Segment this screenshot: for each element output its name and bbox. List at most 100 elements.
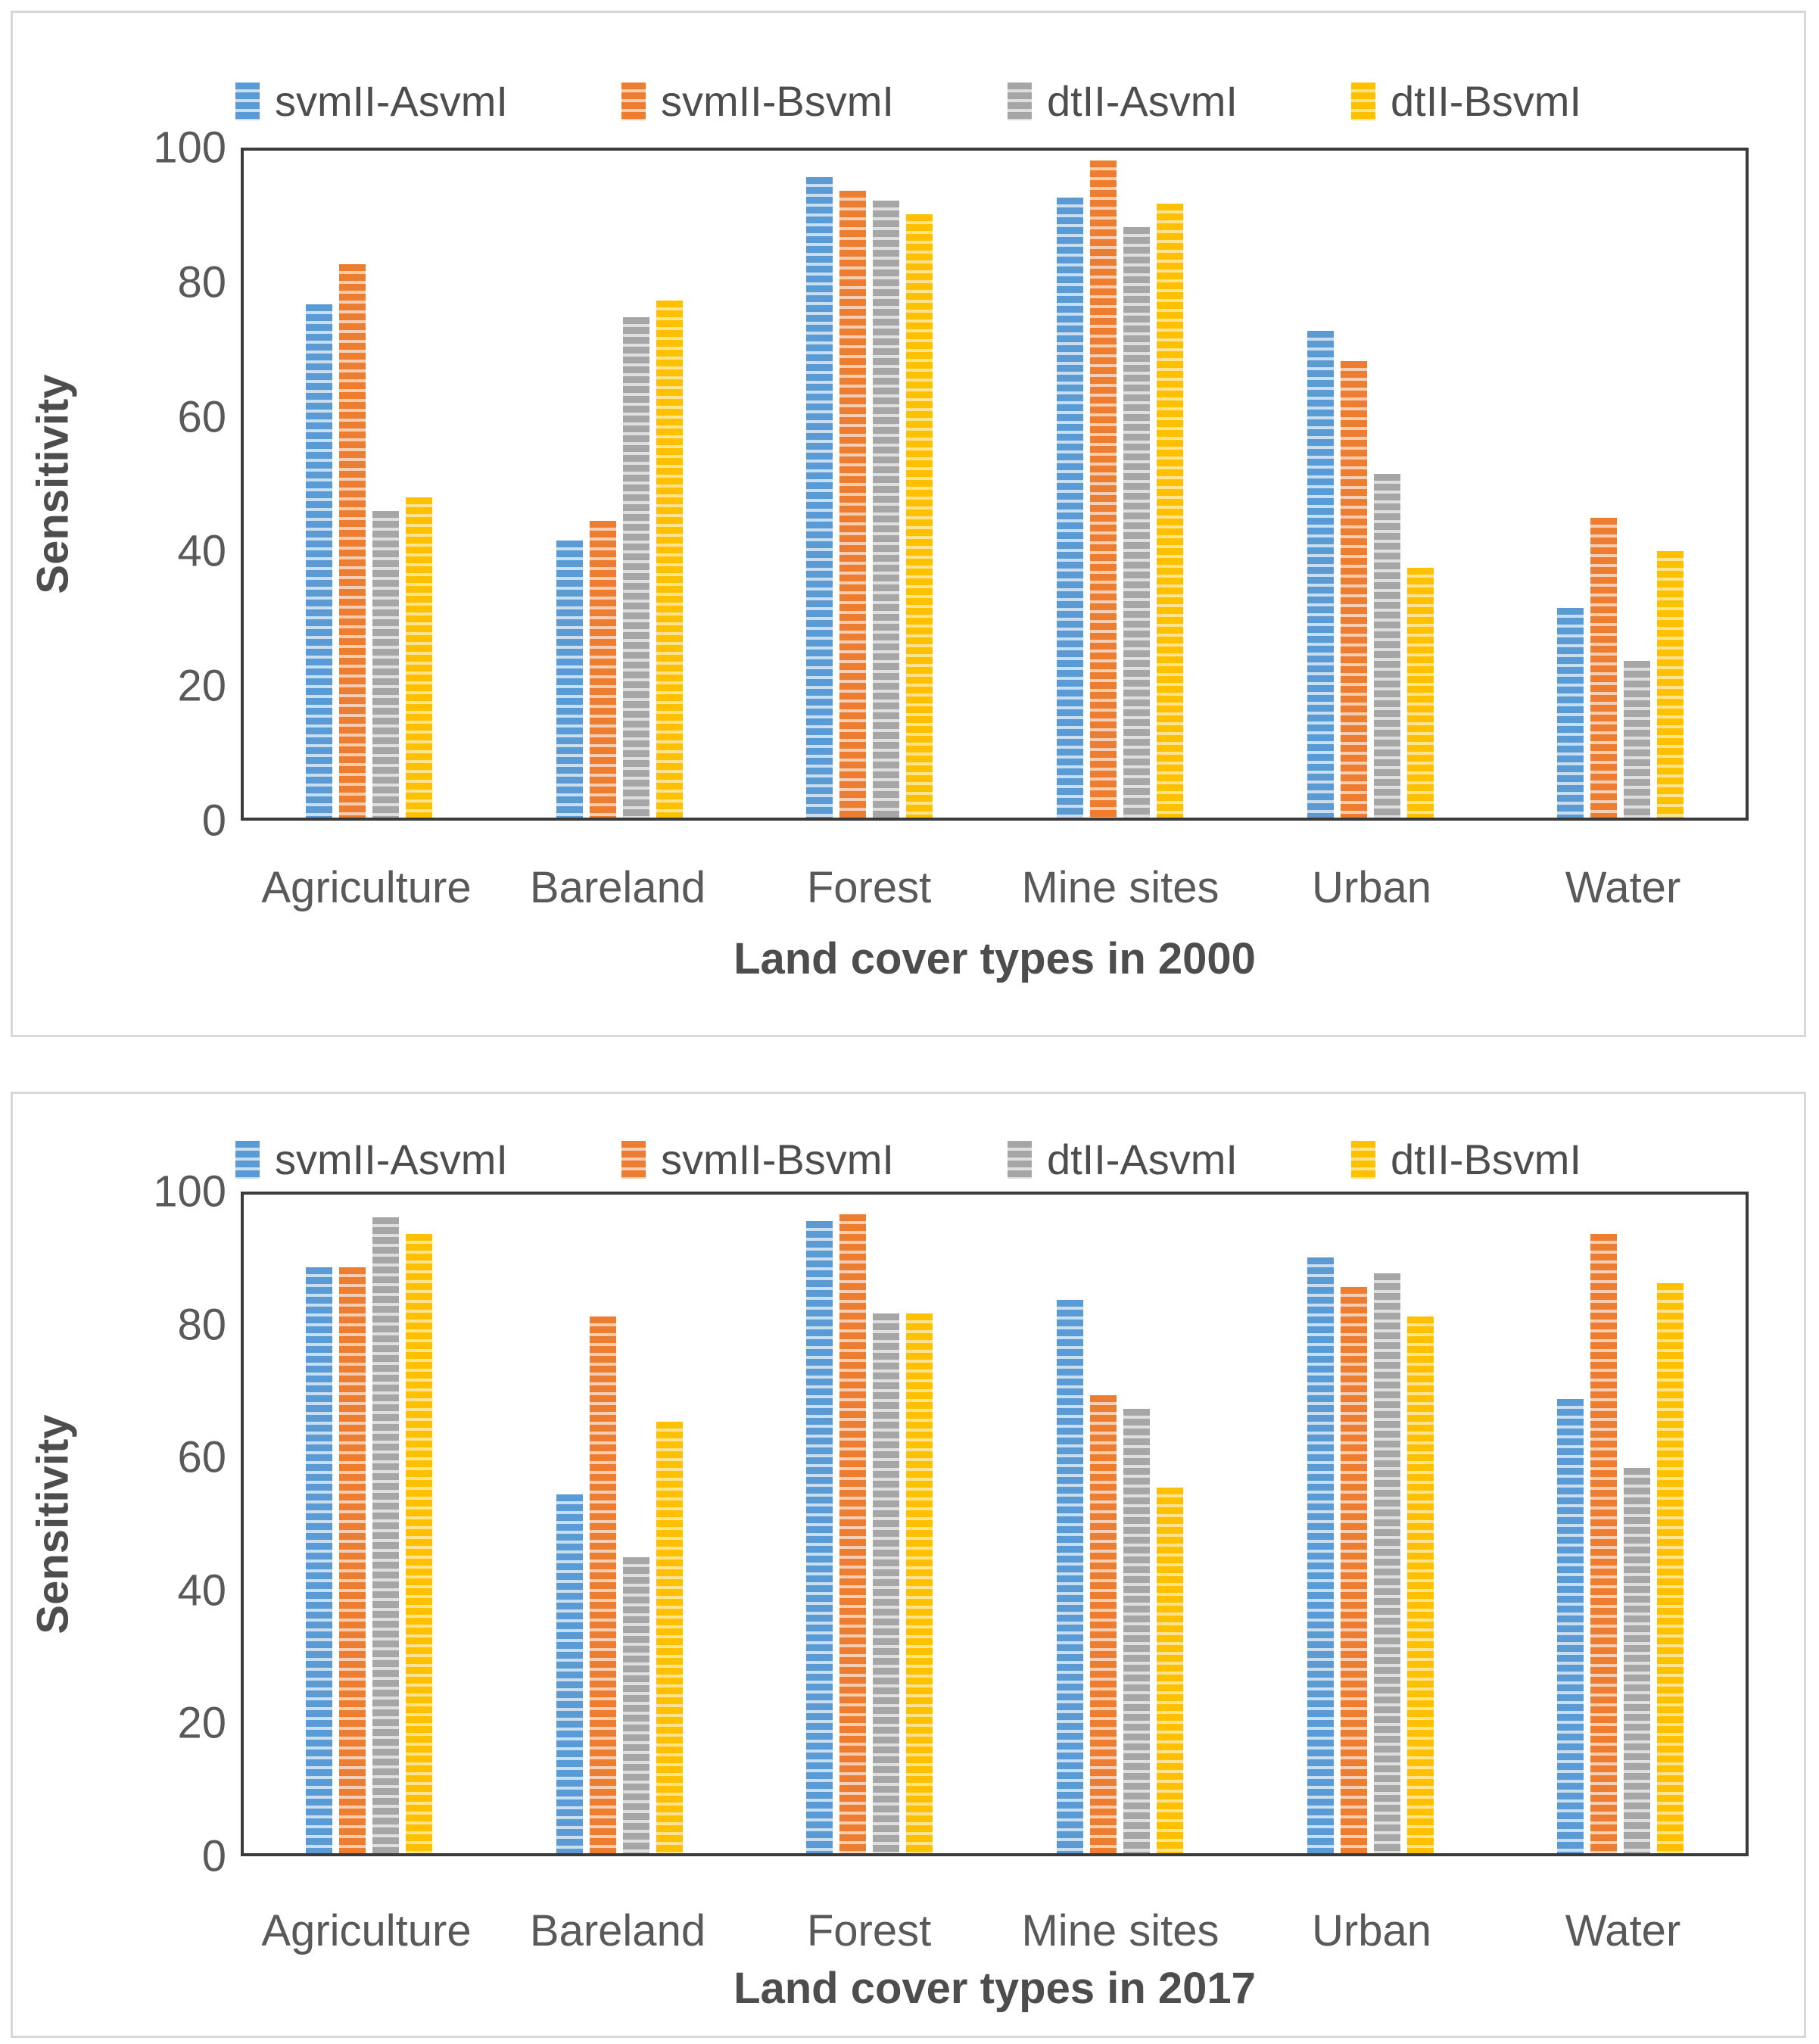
plot-area — [241, 1192, 1749, 1856]
y-tick-label-60: 60 — [177, 392, 226, 442]
legend-label: svmII-BsvmI — [660, 1136, 894, 1183]
legend-item-svmII-BsvmI: svmII-BsvmI — [621, 76, 894, 126]
y-tick-label-60: 60 — [177, 1432, 226, 1482]
legend-item-dtII-AsvmI: dtII-AsvmI — [1007, 76, 1238, 126]
bar-dtII-AsvmI-Forest — [873, 201, 900, 818]
bar-svmII-AsvmI-Mine sites — [1056, 197, 1083, 818]
bar-dtII-BsvmI-Agriculture — [405, 1234, 432, 1853]
bar-groups — [244, 151, 1746, 818]
y-tick-label-40: 40 — [177, 526, 226, 576]
bar-dtII-AsvmI-Water — [1624, 660, 1651, 818]
category-label-Water: Water — [1565, 863, 1681, 912]
bar-group-Water — [1495, 151, 1746, 818]
y-tick-label-100: 100 — [153, 123, 226, 173]
bar-group-Mine sites — [995, 1195, 1245, 1853]
legend-label: dtII-BsvmI — [1390, 1136, 1582, 1183]
category-label-Urban: Urban — [1312, 863, 1431, 912]
x-axis-title: Land cover types in 2000 — [734, 934, 1256, 983]
bar-dtII-AsvmI-Mine sites — [1123, 227, 1150, 818]
bar-dtII-BsvmI-Bareland — [656, 1422, 683, 1853]
category-label-Urban: Urban — [1312, 1906, 1431, 1955]
bar-svmII-BsvmI-Water — [1590, 517, 1618, 818]
y-axis-title: Sensitivity — [19, 1192, 87, 1856]
bar-svmII-AsvmI-Forest — [806, 1220, 833, 1853]
bar-svmII-BsvmI-Water — [1590, 1234, 1618, 1853]
bar-svmII-BsvmI-Bareland — [589, 1316, 616, 1853]
legend-swatch-icon — [621, 82, 646, 120]
legend: svmII-AsvmI svmII-BsvmI dtII-AsvmI dtII-Bsv… — [13, 1135, 1804, 1184]
bar-svmII-AsvmI-Agriculture — [305, 1267, 332, 1853]
category-label-Agriculture: Agriculture — [261, 1906, 472, 1955]
bar-dtII-AsvmI-Agriculture — [372, 1217, 399, 1853]
bar-group-Water — [1495, 1195, 1746, 1853]
y-tick-label-20: 20 — [177, 661, 226, 711]
bar-group-Agriculture — [244, 151, 494, 818]
bar-dtII-AsvmI-Urban — [1373, 1273, 1400, 1853]
legend-swatch-icon — [1007, 1140, 1032, 1179]
bar-dtII-BsvmI-Water — [1657, 1283, 1684, 1853]
bar-group-Urban — [1245, 151, 1496, 818]
bar-dtII-BsvmI-Forest — [906, 213, 933, 818]
bar-svmII-BsvmI-Forest — [839, 1214, 867, 1853]
bar-dtII-BsvmI-Forest — [906, 1313, 933, 1853]
legend-swatch-icon — [1350, 82, 1375, 120]
bar-dtII-AsvmI-Urban — [1373, 474, 1400, 818]
legend-item-svmII-BsvmI: svmII-BsvmI — [621, 1135, 894, 1184]
bar-group-Bareland — [494, 1195, 745, 1853]
y-axis-title: Sensitivity — [19, 148, 87, 821]
bar-dtII-BsvmI-Agriculture — [405, 497, 432, 818]
legend-label: dtII-AsvmI — [1046, 77, 1238, 125]
bar-dtII-AsvmI-Forest — [873, 1313, 900, 1853]
category-label-Mine sites: Mine sites — [1021, 863, 1219, 912]
bar-dtII-AsvmI-Bareland — [622, 1556, 649, 1853]
legend-label: dtII-AsvmI — [1046, 1136, 1238, 1183]
legend-swatch-icon — [235, 82, 260, 120]
bar-svmII-AsvmI-Bareland — [556, 541, 583, 818]
chart-panel-2017: svmII-AsvmI svmII-BsvmI dtII-AsvmI dtII-Bsv… — [11, 1092, 1806, 2038]
category-label-Mine sites: Mine sites — [1021, 1906, 1219, 1955]
bar-dtII-BsvmI-Water — [1657, 550, 1684, 818]
x-axis-category-labels: Agriculture Bareland Forest Mine sites Urban… — [241, 862, 1749, 913]
bar-group-Agriculture — [244, 1195, 494, 1853]
bar-dtII-BsvmI-Mine sites — [1156, 204, 1183, 818]
bar-svmII-AsvmI-Water — [1557, 607, 1584, 818]
chart-panel-2000: svmII-AsvmI svmII-BsvmI dtII-AsvmI dtII-Bsv… — [11, 11, 1806, 1037]
legend-label: svmII-AsvmI — [274, 1136, 508, 1183]
legend-label: dtII-BsvmI — [1390, 77, 1582, 125]
bar-svmII-AsvmI-Water — [1557, 1398, 1584, 1853]
bar-svmII-AsvmI-Bareland — [556, 1494, 583, 1853]
y-tick-label-20: 20 — [177, 1698, 226, 1748]
legend-swatch-icon — [621, 1140, 646, 1179]
legend: svmII-AsvmI svmII-BsvmI dtII-AsvmI dtII-Bsv… — [13, 76, 1804, 126]
legend-swatch-icon — [235, 1140, 260, 1179]
legend-label: svmII-AsvmI — [274, 77, 508, 125]
y-tick-label-40: 40 — [177, 1566, 226, 1616]
category-label-Agriculture: Agriculture — [261, 863, 472, 912]
y-tick-label-80: 80 — [177, 1300, 226, 1350]
bar-dtII-BsvmI-Bareland — [656, 301, 683, 818]
y-tick-label-80: 80 — [177, 257, 226, 307]
bar-svmII-BsvmI-Bareland — [589, 520, 616, 818]
category-label-Bareland: Bareland — [529, 1906, 706, 1955]
x-axis-title: Land cover types in 2017 — [734, 1964, 1256, 2013]
category-label-Water: Water — [1565, 1906, 1681, 1955]
bar-svmII-AsvmI-Mine sites — [1056, 1300, 1083, 1853]
bar-svmII-AsvmI-Urban — [1307, 1257, 1334, 1853]
bar-group-Bareland — [494, 151, 745, 818]
bar-group-Mine sites — [995, 151, 1245, 818]
bar-svmII-BsvmI-Urban — [1340, 1286, 1367, 1853]
bar-svmII-BsvmI-Forest — [839, 190, 867, 818]
legend-item-svmII-AsvmI: svmII-AsvmI — [235, 76, 508, 126]
bar-svmII-BsvmI-Mine sites — [1089, 1395, 1117, 1853]
bar-svmII-AsvmI-Forest — [806, 177, 833, 818]
y-tick-label-0: 0 — [201, 1831, 226, 1881]
category-label-Forest: Forest — [806, 1906, 932, 1955]
bar-groups — [244, 1195, 1746, 1853]
bar-svmII-BsvmI-Urban — [1340, 360, 1367, 818]
y-tick-label-100: 100 — [153, 1167, 226, 1217]
bar-dtII-BsvmI-Urban — [1406, 567, 1434, 818]
bar-dtII-BsvmI-Urban — [1406, 1316, 1434, 1853]
category-label-Forest: Forest — [806, 863, 932, 912]
legend-item-dtII-BsvmI: dtII-BsvmI — [1350, 76, 1582, 126]
category-label-Bareland: Bareland — [529, 863, 706, 912]
